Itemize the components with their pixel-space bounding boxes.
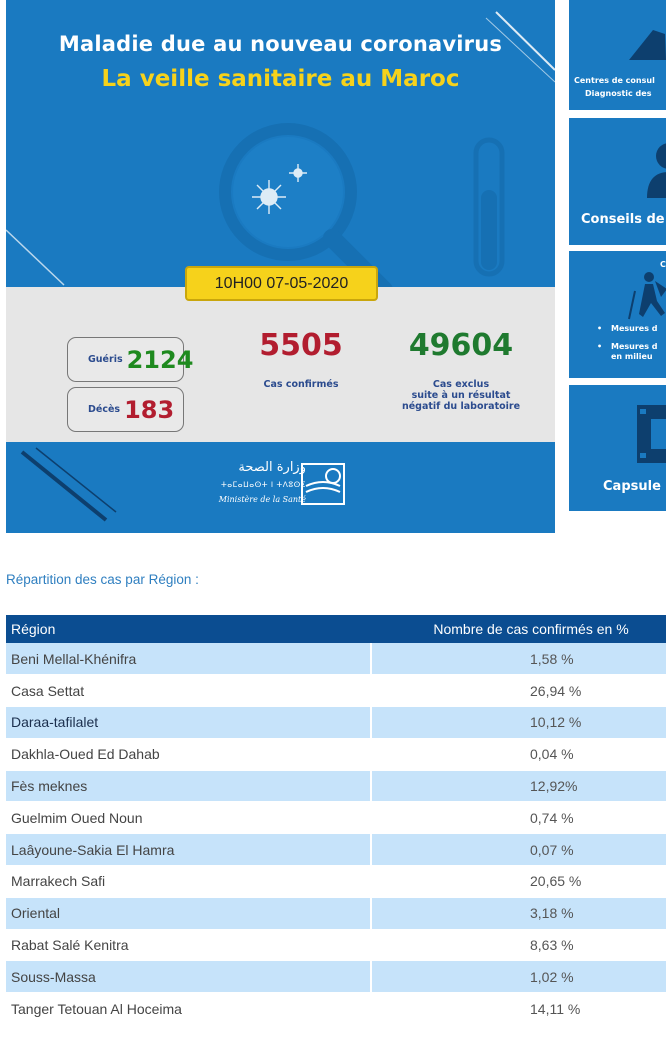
region-cell: Daraa-tafilalet	[6, 706, 372, 739]
table-row: Marrakech Safi 20,65 %	[6, 865, 666, 898]
percent-cell: 14,11 %	[371, 992, 666, 1026]
deaths-value: 183	[124, 395, 175, 424]
region-cell: Casa Settat	[6, 674, 372, 708]
card-advice[interactable]: Conseils de	[569, 118, 666, 245]
table-row: Souss-Massa 1,02 %	[6, 960, 666, 994]
column-header-region: Région	[6, 615, 371, 643]
percent-cell: 10,12 %	[371, 706, 666, 739]
card-capsules[interactable]: Capsule	[569, 385, 666, 511]
table-row: Beni Mellal-Khénifra 1,58 %	[6, 643, 666, 676]
region-cell: Rabat Salé Kenitra	[6, 929, 372, 962]
ministry-name-arabic: وزارة الصحة	[238, 460, 306, 475]
table-row: Casa Settat 26,94 %	[6, 674, 666, 708]
table-row: Fès meknes 12,92%	[6, 770, 666, 803]
date-badge: 10H00 07-05-2020	[185, 266, 378, 301]
table-row: Guelmim Oued Noun 0,74 %	[6, 801, 666, 835]
percent-cell: 8,63 %	[371, 929, 666, 962]
card-measures-item-line1: Mesures d	[611, 342, 658, 351]
region-cell: Dakhla-Oued Ed Dahab	[6, 738, 372, 771]
excluded-value: 49604	[408, 328, 514, 363]
card-consultation-label: Centres de consul Diagnostic des	[574, 74, 655, 100]
card-measures-item: Mesures d	[597, 324, 658, 334]
card-measures-item: Mesures d en milieu	[597, 342, 658, 362]
region-cell: Fès meknes	[6, 770, 372, 803]
table-row: Rabat Salé Kenitra 8,63 %	[6, 929, 666, 962]
percent-cell: 20,65 %	[371, 865, 666, 898]
percent-cell: 3,18 %	[371, 897, 666, 930]
excluded-label-line2: suite à un résultat	[411, 390, 511, 401]
region-cell: Oriental	[6, 897, 372, 930]
table-row: Dakhla-Oued Ed Dahab 0,04 %	[6, 738, 666, 771]
region-table: Région Nombre de cas confirmés en % Beni…	[6, 615, 666, 1026]
card-advice-label: Conseils de	[581, 212, 665, 227]
table-row: Laâyoune-Sakia El Hamra 0,07 %	[6, 833, 666, 867]
percent-cell: 12,92%	[371, 770, 666, 803]
percent-cell: 0,07 %	[371, 833, 666, 867]
person-icon	[647, 143, 666, 198]
hero-subtitle: La veille sanitaire au Maroc	[101, 66, 460, 92]
hospital-icon	[629, 30, 666, 60]
region-cell: Marrakech Safi	[6, 865, 372, 898]
recovered-label: Guéris	[88, 354, 123, 365]
deaths-stat: Décès 183	[67, 387, 184, 432]
percent-cell: 0,04 %	[371, 738, 666, 771]
magnifier-virus-illustration	[6, 11, 555, 522]
region-cell: Laâyoune-Sakia El Hamra	[6, 833, 372, 867]
excluded-label-line3: négatif du laboratoire	[401, 401, 521, 412]
region-cell: Beni Mellal-Khénifra	[6, 643, 372, 676]
confirmed-label: Cas confirmés	[263, 379, 339, 390]
table-row: Daraa-tafilalet 10,12 %	[6, 706, 666, 739]
percent-cell: 0,74 %	[371, 801, 666, 835]
film-icon	[637, 405, 666, 463]
card-measures-list: Mesures d Mesures d en milieu	[597, 324, 658, 370]
card-capsules-label: Capsule	[603, 479, 661, 494]
covid-infographic[interactable]: Maladie due au nouveau coronavirus La ve…	[6, 0, 555, 533]
hero-title: Maladie due au nouveau coronavirus	[58, 32, 503, 56]
deaths-label: Décès	[88, 404, 121, 415]
section-title: Répartition des cas par Région :	[6, 572, 199, 587]
card-measures-heading: C	[660, 260, 666, 269]
region-cell: Guelmim Oued Noun	[6, 801, 372, 835]
recovered-stat: Guéris 2124	[67, 337, 193, 382]
region-cell: Souss-Massa	[6, 960, 372, 994]
region-cell: Tanger Tetouan Al Hoceima	[6, 992, 372, 1026]
card-measures-item-line2: en milieu	[611, 352, 653, 361]
hiker-icon	[628, 272, 666, 320]
card-consultation-line2: Diagnostic des	[585, 89, 652, 98]
ministry-name-french: Ministère de la Santé	[218, 495, 306, 504]
table-row: Tanger Tetouan Al Hoceima 14,11 %	[6, 992, 666, 1026]
recovered-value: 2124	[126, 345, 194, 374]
card-consultation-line1: Centres de consul	[574, 76, 655, 85]
card-measures[interactable]: C Mesures d Mesures d en milieu	[569, 251, 666, 378]
table-row: Oriental 3,18 %	[6, 897, 666, 930]
percent-cell: 26,94 %	[371, 674, 666, 708]
excluded-label-line1: Cas exclus	[432, 379, 490, 390]
ministry-name-tifinagh: ⵜⴰⵎⴰⵡⴰⵙⵜ ⵏ ⵜⴷⵓⵙⵉ	[220, 480, 306, 489]
table-header-row: Région Nombre de cas confirmés en %	[6, 615, 666, 643]
percent-cell: 1,02 %	[371, 960, 666, 994]
percent-cell: 1,58 %	[371, 643, 666, 676]
column-header-percent: Nombre de cas confirmés en %	[371, 615, 666, 643]
confirmed-value: 5505	[259, 328, 343, 363]
excluded-label: Cas exclus suite à un résultat négatif d…	[379, 379, 543, 412]
card-consultation-centers[interactable]: Centres de consul Diagnostic des	[569, 0, 666, 110]
